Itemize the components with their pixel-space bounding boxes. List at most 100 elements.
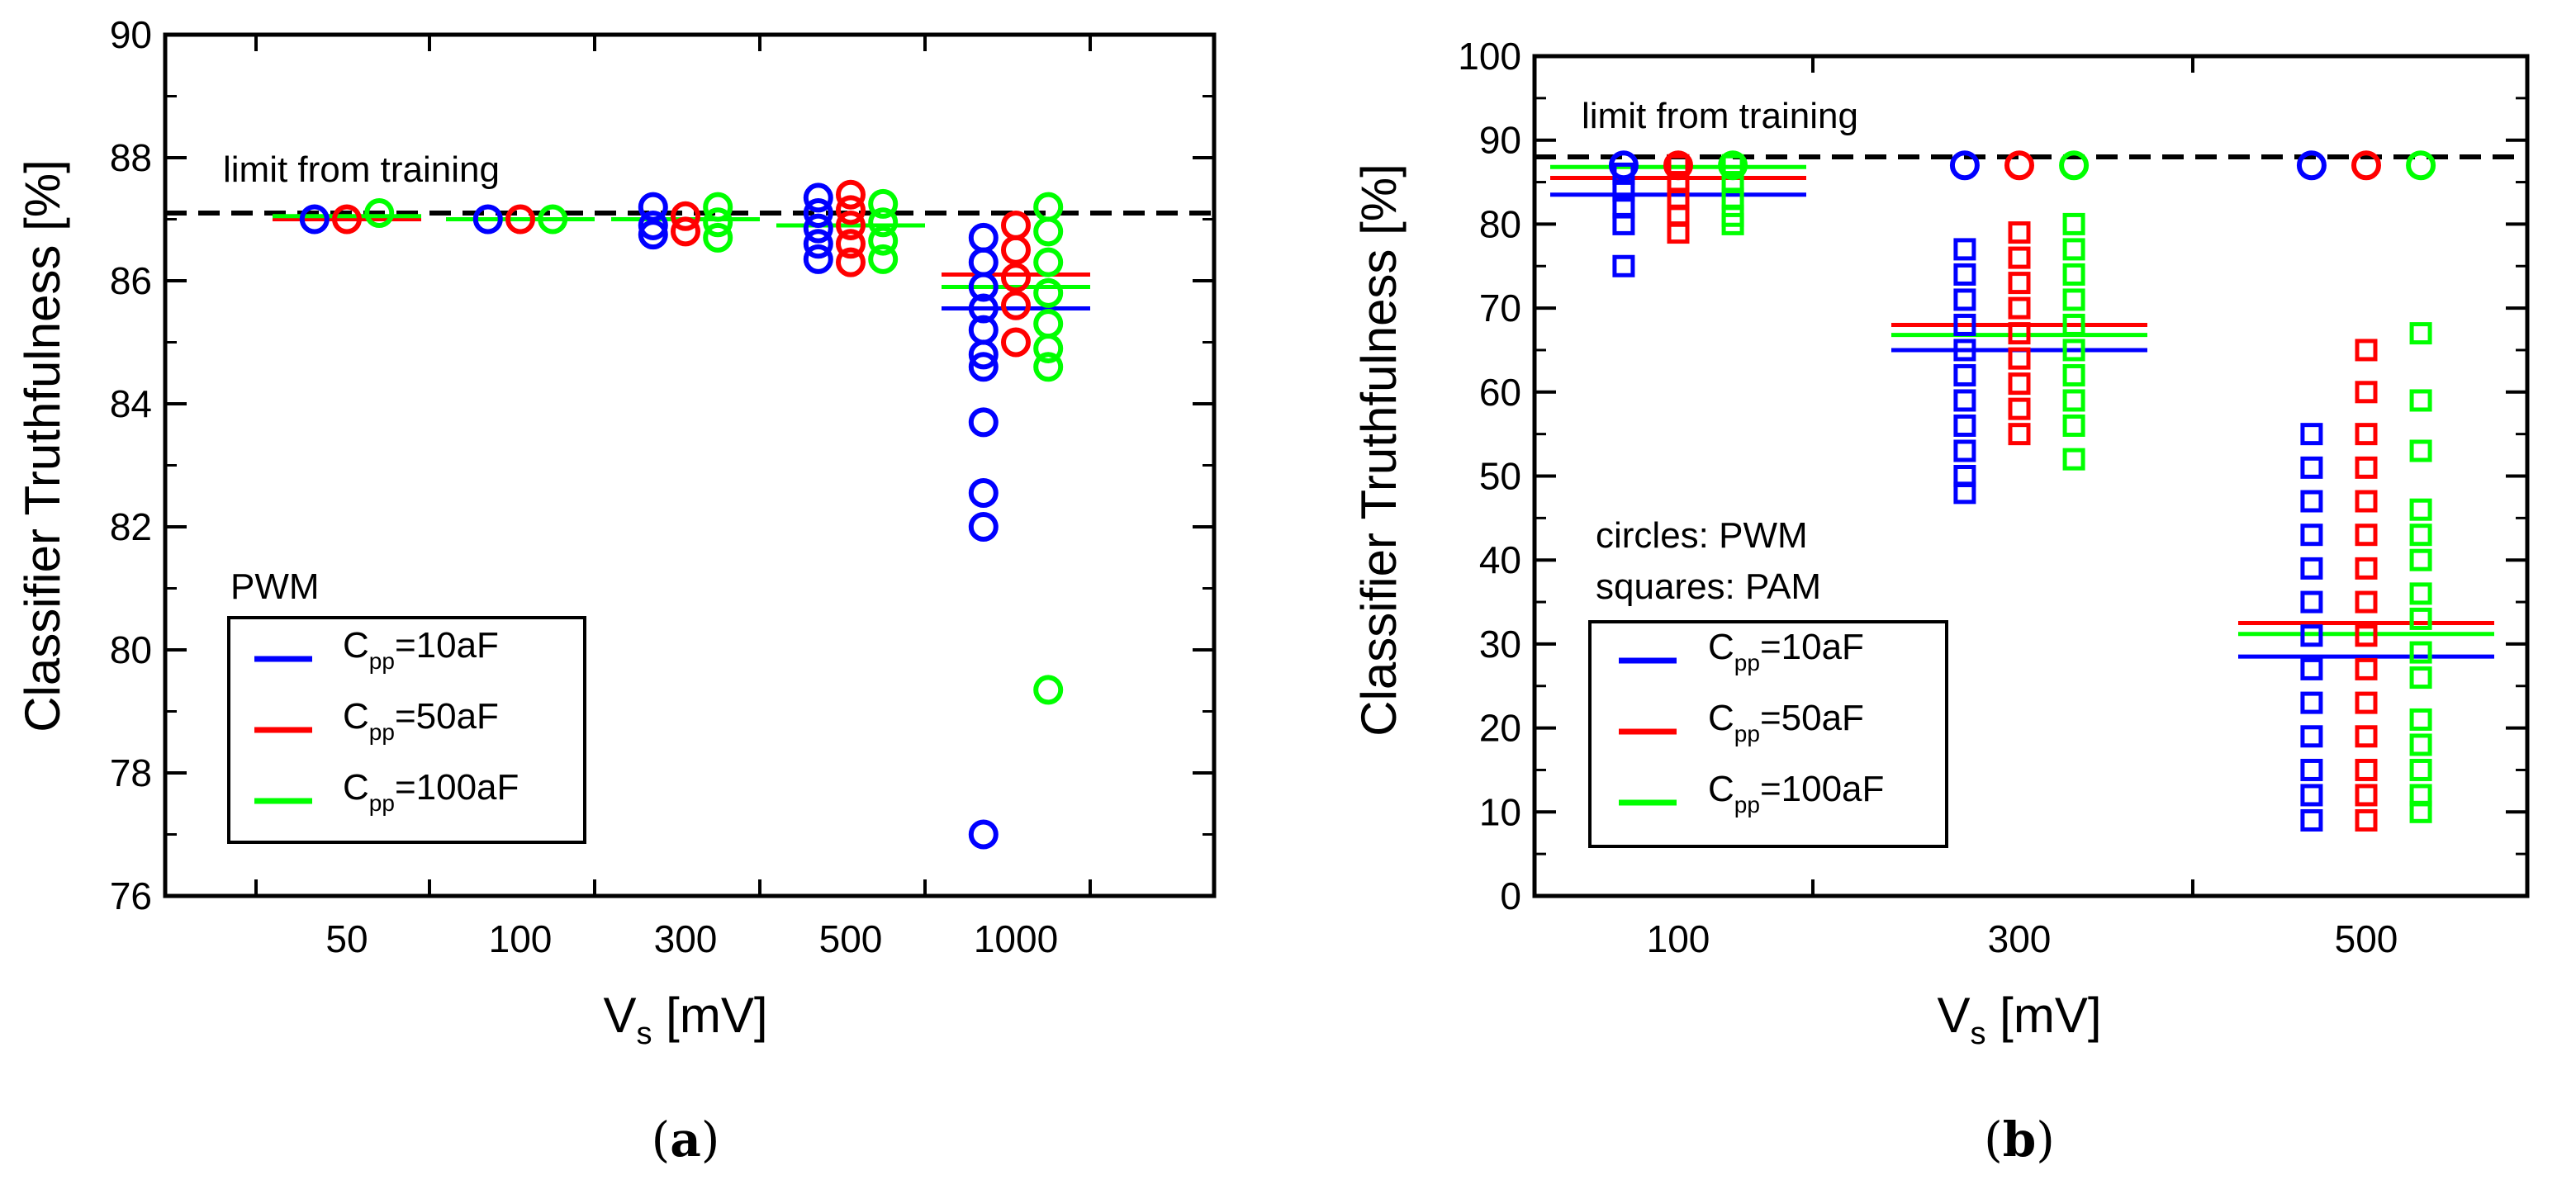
panel-a-circle-point	[968, 272, 999, 302]
panel-b-square-point	[2300, 808, 2323, 832]
panel-b-square-point	[1953, 481, 1976, 505]
panel-a-caption-close: )	[701, 1111, 720, 1168]
panel-a-circle-point	[968, 407, 999, 438]
panel-a-circle-point	[803, 198, 833, 229]
panel-a-legend-3-sub: pp	[369, 790, 395, 816]
panel-a-circle-point	[968, 293, 999, 324]
panel-b-square-point	[2300, 784, 2323, 807]
panel-a-xtick-label: 50	[325, 917, 368, 960]
panel-b-square-point	[1953, 439, 1976, 462]
panel-a-x-label-base: V	[603, 988, 636, 1043]
panel-b-ytick-label: 90	[1479, 119, 1521, 162]
panel-a-circle-point	[1001, 290, 1031, 320]
panel-b-caption-close: )	[2036, 1111, 2055, 1168]
panel-a-circle-point	[1001, 235, 1031, 265]
panel-b-square-point	[2062, 414, 2085, 437]
panel-a-ytick-label: 76	[110, 874, 152, 917]
panel-b-square-point	[2008, 347, 2031, 370]
panel-b-ytick-label: 0	[1500, 874, 1521, 917]
panel-a-legend-2-suffix: =50aF	[395, 696, 499, 737]
panel-a-circle-point	[1033, 216, 1064, 247]
panel-b-ytick-label: 20	[1479, 707, 1521, 750]
panel-a-circle-point	[803, 244, 833, 274]
panel-a-ytick-label: 84	[110, 382, 152, 425]
panel-b-xtick-label: 300	[1988, 917, 2052, 960]
panel-a-circle-point	[968, 819, 999, 850]
panel-b-square-point	[2300, 557, 2323, 580]
panel-a-annotation-1: PWM	[230, 566, 320, 607]
panel-b-square-point	[2008, 372, 2031, 396]
panel-a-circle-point	[703, 192, 733, 222]
panel-b-circle-point	[1949, 150, 1980, 181]
panel-a-legend-2-prefix: C	[343, 696, 369, 737]
panel-b-ytick-label: 10	[1479, 790, 1521, 833]
panel-a-circle-point	[299, 204, 330, 235]
panel-b-square-point	[1953, 288, 1976, 311]
panel-b-square-point	[2062, 339, 2085, 362]
panel-b-ytick-label: 40	[1479, 538, 1521, 581]
panel-a-circle-point	[868, 244, 899, 274]
panel-a-circle-point	[803, 213, 833, 244]
panel-a-xtick-label: 300	[654, 917, 718, 960]
panel-b-square-point	[2300, 524, 2323, 547]
panel-b-square-point	[2300, 624, 2323, 647]
panel-b-square-point	[1953, 389, 1976, 412]
panel-b-ytick-label: 80	[1479, 202, 1521, 245]
panel-b-square-point	[2300, 691, 2323, 714]
panel-a-circle-point	[1033, 247, 1064, 277]
panel-a-plot-frame	[163, 32, 1217, 898]
panel-b-caption-open: (	[1984, 1111, 2003, 1168]
panel-b-square-point	[2355, 758, 2378, 781]
panel-a-circle-point	[1001, 327, 1031, 358]
panel-a-legend-label-1: Cpp=10aF	[343, 625, 499, 674]
panel-b-square-point	[2409, 607, 2432, 630]
panel-a-legend-1-prefix: C	[343, 625, 369, 666]
panel-b-square-point	[2409, 548, 2432, 571]
panel-a-caption: (a)	[652, 1111, 720, 1168]
panel-a-circle-point	[968, 352, 999, 382]
panel-b-caption: (b)	[1984, 1111, 2055, 1168]
panel-b-square-point	[1612, 212, 1635, 235]
panel-a-xtick-label: 100	[489, 917, 553, 960]
panel-b-square-point	[2300, 758, 2323, 781]
panel-b-limit-label: limit from training	[1582, 96, 1858, 136]
panel-b-square-point	[2062, 448, 2085, 471]
panel-b-caption-letter: b	[2003, 1111, 2037, 1168]
panel-b-square-point	[1612, 254, 1635, 277]
panel-a-plot-layer: 76 78 80 82 84 86 88 90 50 100 300 500 1000	[110, 13, 1217, 960]
panel-b-legend-1-prefix: C	[1708, 627, 1734, 667]
panel-b-legend-2-sub: pp	[1734, 721, 1760, 746]
panel-b-square-point	[2300, 456, 2323, 479]
panel-a-circle-point	[638, 192, 668, 222]
panel-b-square-point	[2355, 490, 2378, 513]
panel-b-square-point	[1953, 313, 1976, 336]
panel-b-square-point	[1953, 339, 1976, 362]
panel-b-legend-label-1: Cpp=10aF	[1708, 627, 1864, 675]
panel-b-ytick-label: 100	[1458, 35, 1521, 78]
panel-b-square-point	[2300, 423, 2323, 446]
panel-b-square-point	[2062, 238, 2085, 261]
panel-b-square-point	[2409, 322, 2432, 345]
panel-b-square-point	[2355, 456, 2378, 479]
panel-a-caption-letter: a	[670, 1111, 701, 1168]
panel-b-circle-point	[1663, 150, 1693, 181]
panel-a-x-label-rest: [mV]	[652, 988, 768, 1043]
panel-b-circle-point	[2296, 150, 2327, 181]
panel-a-ytick-label: 82	[110, 505, 152, 548]
panel-b-legend-3-suffix: =100aF	[1760, 769, 1884, 809]
panel-a-circle-point	[803, 182, 833, 213]
panel-b-square-point	[2409, 439, 2432, 462]
panel-a-xtick-label: 500	[819, 917, 883, 960]
panel-a-circle-point	[836, 195, 866, 225]
panel-a-circle-point	[968, 339, 999, 370]
panel-b-square-point	[1953, 414, 1976, 437]
panel-a-x-axis-label: Vs [mV]	[603, 988, 767, 1051]
panel-a-legend-3-prefix: C	[343, 767, 369, 808]
panel-b-annotation-1: circles: PWM	[1596, 515, 1808, 556]
panel-b-square-point	[2409, 498, 2432, 521]
panel-a-ytick-label: 86	[110, 259, 152, 302]
panel-a-ytick-label: 80	[110, 628, 152, 671]
panel-a-circle-point	[868, 207, 899, 238]
